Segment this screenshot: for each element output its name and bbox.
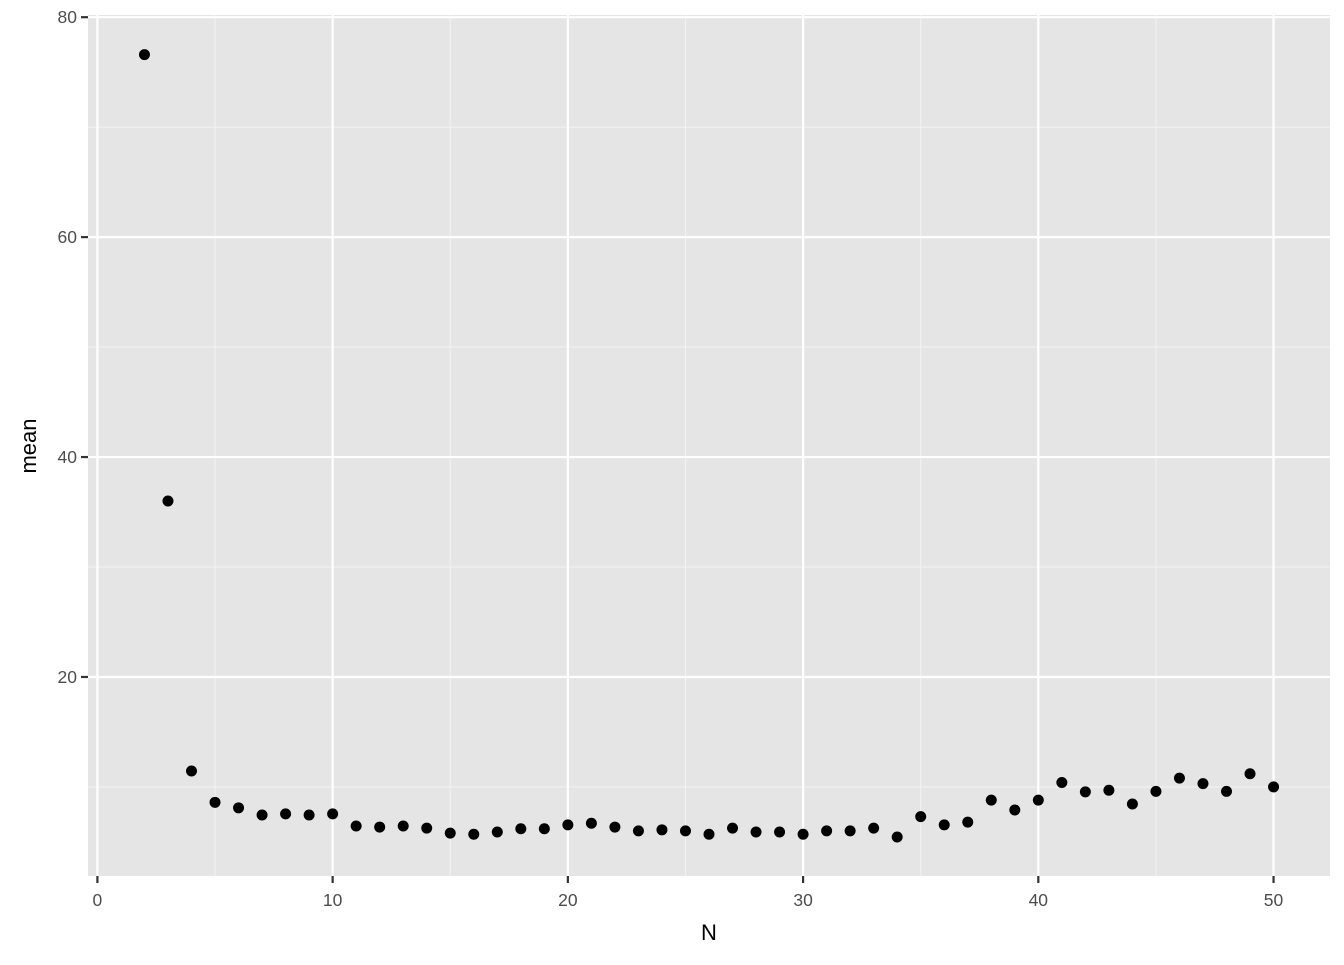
data-point: [1079, 786, 1091, 798]
data-point: [209, 796, 221, 808]
data-point: [1197, 778, 1209, 790]
data-point: [703, 828, 715, 840]
data-point: [397, 820, 409, 832]
data-point: [609, 821, 621, 833]
data-point: [844, 825, 856, 837]
data-point: [727, 822, 739, 834]
y-tick-label: 20: [58, 667, 78, 687]
data-point: [515, 823, 527, 835]
data-point: [444, 827, 456, 839]
data-point: [585, 817, 597, 829]
data-point: [350, 820, 362, 832]
y-tick-label: 60: [58, 227, 78, 247]
axes: 0 10 20 30 40 50 20 40 60 80: [58, 7, 1284, 910]
data-point: [985, 794, 997, 806]
data-point: [468, 828, 480, 840]
data-point: [1009, 804, 1021, 816]
x-tick-label: 20: [558, 890, 578, 910]
data-point: [491, 826, 503, 838]
y-tick-label: 80: [58, 7, 78, 27]
plot-panel: [88, 15, 1330, 876]
data-point: [1150, 785, 1162, 797]
data-point: [280, 808, 292, 820]
data-point: [1103, 784, 1115, 796]
data-point: [303, 809, 315, 821]
x-tick-label: 30: [793, 890, 813, 910]
x-tick-label: 0: [93, 890, 103, 910]
data-point: [1268, 781, 1280, 793]
data-point: [374, 821, 386, 833]
data-point: [656, 824, 668, 836]
data-point: [962, 816, 974, 828]
x-tick-label: 50: [1264, 890, 1284, 910]
data-point: [821, 825, 833, 837]
x-tick-label: 40: [1029, 890, 1049, 910]
data-point: [1126, 798, 1138, 810]
data-point: [1056, 777, 1068, 789]
y-tick-label: 40: [58, 447, 78, 467]
data-point: [938, 819, 950, 831]
y-axis-label: mean: [16, 418, 41, 473]
data-point: [1244, 768, 1256, 780]
data-point: [256, 809, 268, 821]
data-point: [138, 49, 150, 61]
data-point: [891, 831, 903, 843]
data-point: [327, 808, 339, 820]
x-tick-label: 10: [323, 890, 343, 910]
data-point: [797, 828, 809, 840]
data-point: [774, 826, 786, 838]
data-point: [915, 811, 927, 823]
grid-lines: [88, 15, 1330, 876]
data-point: [186, 765, 197, 777]
data-point: [1221, 785, 1232, 797]
data-point: [1173, 772, 1185, 784]
data-point: [679, 825, 691, 837]
data-points: [138, 49, 1280, 843]
data-point: [538, 823, 550, 835]
data-point: [750, 826, 762, 838]
data-point: [1032, 794, 1044, 806]
data-point: [868, 822, 880, 834]
data-point: [233, 802, 245, 814]
x-axis-label: N: [701, 920, 717, 945]
data-point: [162, 495, 174, 507]
data-point: [421, 822, 433, 834]
data-point: [632, 825, 644, 837]
data-point: [562, 819, 574, 831]
